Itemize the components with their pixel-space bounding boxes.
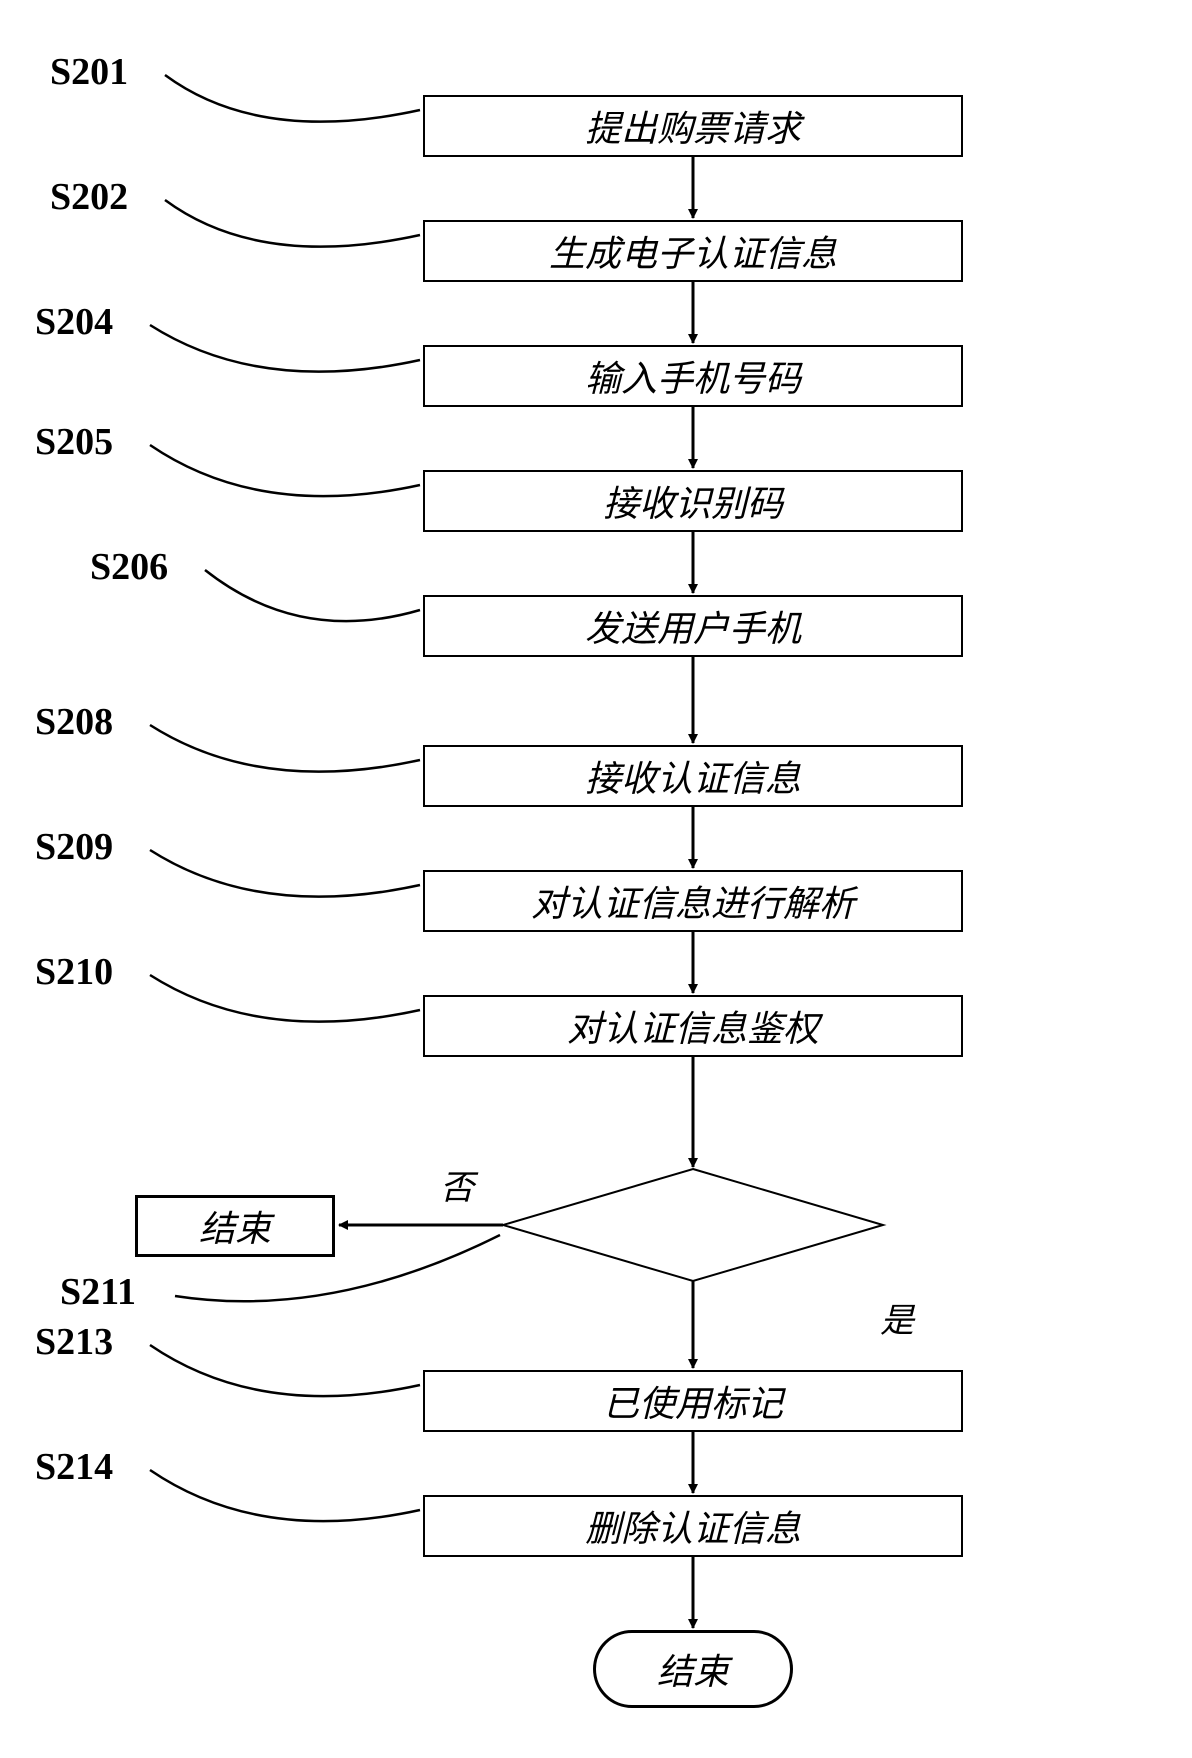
decision-text: 鉴权通过？ (560, 1203, 826, 1252)
step-text: 删除认证信息 (585, 1500, 801, 1552)
flowchart-canvas: 提出购票请求 生成电子认证信息 输入手机号码 接收识别码 发送用户手机 接收认证… (0, 0, 1192, 1758)
step-s210: 对认证信息鉴权 (423, 995, 963, 1057)
step-s206: 发送用户手机 (423, 595, 963, 657)
label-s214: S214 (35, 1445, 113, 1489)
label-s211: S211 (60, 1270, 136, 1314)
step-text: 生成电子认证信息 (549, 225, 837, 277)
label-s206: S206 (90, 545, 168, 589)
step-s204: 输入手机号码 (423, 345, 963, 407)
end-box-left: 结束 (135, 1195, 335, 1257)
terminal-end: 结束 (593, 1630, 793, 1708)
label-s213: S213 (35, 1320, 113, 1364)
label-s205: S205 (35, 420, 113, 464)
step-s213: 已使用标记 (423, 1370, 963, 1432)
label-s208: S208 (35, 700, 113, 744)
edge-label-no: 否 (440, 1160, 474, 1209)
step-s201: 提出购票请求 (423, 95, 963, 157)
label-s209: S209 (35, 825, 113, 869)
step-s208: 接收认证信息 (423, 745, 963, 807)
step-text: 接收识别码 (603, 475, 783, 527)
step-s209: 对认证信息进行解析 (423, 870, 963, 932)
step-text: 发送用户手机 (585, 600, 801, 652)
step-s202: 生成电子认证信息 (423, 220, 963, 282)
edge-label-yes: 是 (880, 1293, 914, 1342)
end-text: 结束 (199, 1200, 271, 1252)
label-s202: S202 (50, 175, 128, 219)
label-s210: S210 (35, 950, 113, 994)
label-s204: S204 (35, 300, 113, 344)
step-text: 已使用标记 (603, 1375, 783, 1427)
step-s214: 删除认证信息 (423, 1495, 963, 1557)
step-text: 输入手机号码 (585, 350, 801, 402)
step-text: 对认证信息进行解析 (531, 875, 855, 927)
terminal-text: 结束 (657, 1643, 729, 1695)
step-text: 接收认证信息 (585, 750, 801, 802)
step-s205: 接收识别码 (423, 470, 963, 532)
step-text: 对认证信息鉴权 (567, 1000, 819, 1052)
step-text: 提出购票请求 (585, 100, 801, 152)
label-s201: S201 (50, 50, 128, 94)
